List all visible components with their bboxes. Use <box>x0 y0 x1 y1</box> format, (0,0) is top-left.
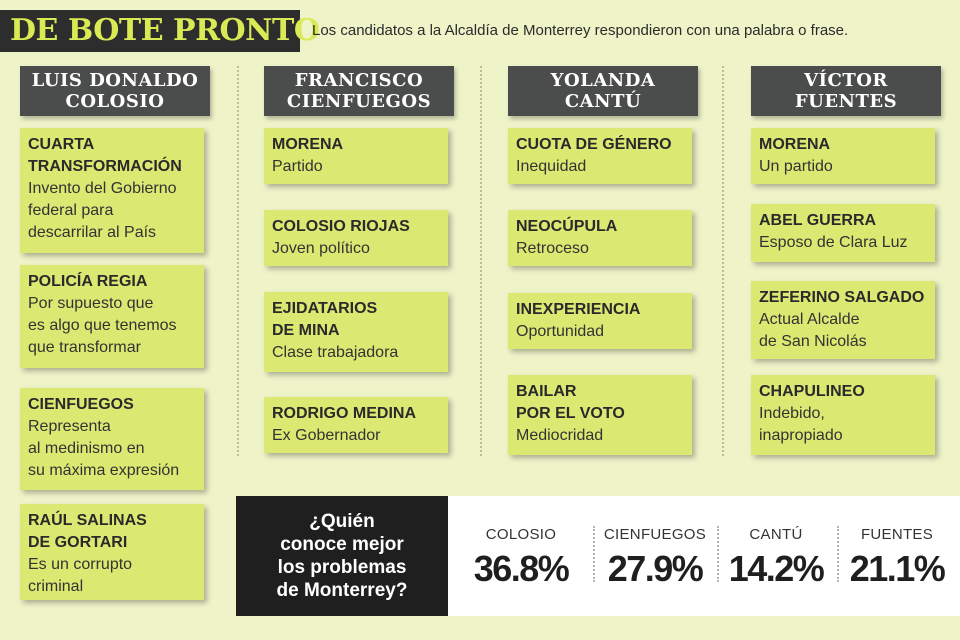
poll-result-colosio: COLOSIO 36.8% <box>462 496 580 616</box>
card-keyword: NEOCÚPULA <box>516 218 618 235</box>
card-answer: Representa <box>28 418 111 435</box>
poll-result-name: COLOSIO <box>485 526 557 543</box>
poll-question: ¿Quién conoce mejor los problemas de Mon… <box>236 496 448 616</box>
card-keyword: RODRIGO MEDINA <box>272 405 416 422</box>
card-answer: Esposo de Clara Luz <box>759 234 908 251</box>
answer-card: COLOSIO RIOJAS Joven político <box>264 210 448 266</box>
candidate-column-fuentes: VÍCTOR FUENTES <box>751 66 941 116</box>
answer-card: BAILAR POR EL VOTO Mediocridad <box>508 375 692 455</box>
card-keyword: INEXPERIENCIA <box>516 301 641 318</box>
candidate-name: YOLANDA CANTÚ <box>508 66 698 116</box>
card-answer: Ex Gobernador <box>272 427 381 444</box>
answer-card: RAÚL SALINAS DE GORTARI Es un corrupto c… <box>20 504 204 600</box>
card-answer: Joven político <box>272 240 370 257</box>
card-keyword: POLICÍA REGIA <box>28 273 148 290</box>
card-answer: que transformar <box>28 339 141 356</box>
poll-separator <box>837 526 839 582</box>
column-separator <box>480 66 482 456</box>
card-keyword: COLOSIO RIOJAS <box>272 218 410 235</box>
card-keyword: POR EL VOTO <box>516 405 625 422</box>
card-keyword: EJIDATARIOS <box>272 300 378 317</box>
answer-card: CUARTA TRANSFORMACIÓN Invento del Gobier… <box>20 128 204 253</box>
card-answer: Invento del Gobierno <box>28 180 177 197</box>
answer-card: MORENA Partido <box>264 128 448 184</box>
card-answer: Clase trabajadora <box>272 344 399 361</box>
column-separator <box>237 66 239 456</box>
poll-separator <box>717 526 719 582</box>
poll-result-name: CANTÚ <box>749 526 803 543</box>
card-answer: inapropiado <box>759 427 843 444</box>
answer-card: ABEL GUERRA Esposo de Clara Luz <box>751 204 935 262</box>
candidate-name: VÍCTOR FUENTES <box>751 66 941 116</box>
card-keyword: ZEFERINO SALGADO <box>759 289 925 306</box>
poll-result-name: CIENFUEGOS <box>603 526 707 543</box>
answer-card: POLICÍA REGIA Por supuesto que es algo q… <box>20 265 204 368</box>
card-answer: Indebido, <box>759 405 825 422</box>
header: DE BOTE PRONTO Los candidatos a la Alcal… <box>0 10 960 52</box>
card-answer: Mediocridad <box>516 427 604 444</box>
card-answer: Un partido <box>759 158 833 175</box>
card-keyword: MORENA <box>759 136 831 153</box>
card-keyword: DE MINA <box>272 322 340 339</box>
card-keyword: TRANSFORMACIÓN <box>28 158 182 175</box>
card-answer: su máxima expresión <box>28 462 180 479</box>
card-answer: es algo que tenemos <box>28 317 177 334</box>
card-answer: criminal <box>28 578 84 595</box>
card-keyword: ABEL GUERRA <box>759 212 877 229</box>
card-keyword: CIENFUEGOS <box>28 396 134 413</box>
card-answer: Partido <box>272 158 323 175</box>
card-keyword: CUOTA DE GÉNERO <box>516 136 672 153</box>
card-answer: Retroceso <box>516 240 589 257</box>
poll-box: ¿Quién conoce mejor los problemas de Mon… <box>236 496 960 616</box>
card-answer: federal para <box>28 202 114 219</box>
poll-result-value: 14.2% <box>728 548 825 589</box>
card-answer: Inequidad <box>516 158 587 175</box>
card-keyword: MORENA <box>272 136 344 153</box>
candidate-column-cantu: YOLANDA CANTÚ <box>508 66 698 116</box>
candidate-column-cienfuegos: FRANCISCO CIENFUEGOS <box>264 66 454 116</box>
answer-card: EJIDATARIOS DE MINA Clase trabajadora <box>264 292 448 372</box>
answer-card: ZEFERINO SALGADO Actual Alcalde de San N… <box>751 281 935 359</box>
card-keyword: CHAPULINEO <box>759 383 865 400</box>
card-answer: Por supuesto que <box>28 295 154 312</box>
answer-card: INEXPERIENCIA Oportunidad <box>508 293 692 349</box>
card-keyword: CUARTA <box>28 136 95 153</box>
card-answer: Actual Alcalde <box>759 311 860 328</box>
card-keyword: BAILAR <box>516 383 577 400</box>
poll-result-cantu: CANTÚ 14.2% <box>722 496 830 616</box>
candidate-name: LUIS DONALDO COLOSIO <box>20 66 210 116</box>
candidate-column-colosio: LUIS DONALDO COLOSIO <box>20 66 210 116</box>
candidate-name: FRANCISCO CIENFUEGOS <box>264 66 454 116</box>
poll-result-cienfuegos: CIENFUEGOS 27.9% <box>600 496 710 616</box>
poll-result-value: 36.8% <box>473 548 570 589</box>
page-title: DE BOTE PRONTO <box>0 10 320 52</box>
poll-result-name: FUENTES <box>860 526 934 543</box>
card-keyword: DE GORTARI <box>28 534 128 551</box>
card-answer: al medinismo en <box>28 440 145 457</box>
card-answer: Oportunidad <box>516 323 605 340</box>
poll-result-value: 27.9% <box>607 548 704 589</box>
answer-card: CUOTA DE GÉNERO Inequidad <box>508 128 692 184</box>
answer-card: NEOCÚPULA Retroceso <box>508 210 692 266</box>
poll-result-value: 21.1% <box>849 548 946 589</box>
card-answer: descarrilar al País <box>28 224 157 241</box>
answer-card: MORENA Un partido <box>751 128 935 184</box>
card-answer: Es un corrupto <box>28 556 133 573</box>
page-subtitle: Los candidatos a la Alcaldía de Monterre… <box>312 22 849 39</box>
answer-card: CHAPULINEO Indebido, inapropiado <box>751 375 935 455</box>
column-separator <box>722 66 724 456</box>
answer-card: RODRIGO MEDINA Ex Gobernador <box>264 397 448 453</box>
poll-separator <box>593 526 595 582</box>
card-answer: de San Nicolás <box>759 333 867 350</box>
poll-result-fuentes: FUENTES 21.1% <box>842 496 952 616</box>
card-keyword: RAÚL SALINAS <box>28 512 147 529</box>
answer-card: CIENFUEGOS Representa al medinismo en su… <box>20 388 204 490</box>
